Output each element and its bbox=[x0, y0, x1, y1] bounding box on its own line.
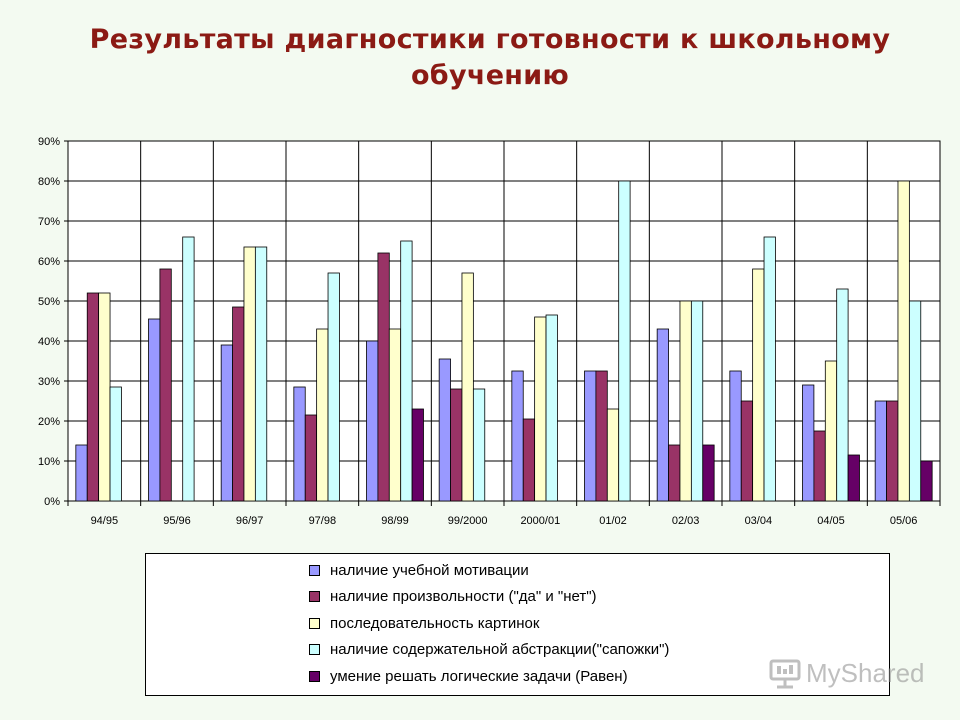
bar bbox=[304, 414, 318, 502]
legend-item: умение решать логические задачи (Равен) bbox=[309, 666, 628, 686]
bar bbox=[220, 344, 233, 502]
y-tick-label: 20% bbox=[38, 416, 60, 428]
legend-swatch bbox=[309, 617, 320, 629]
watermark: MyShared bbox=[768, 655, 925, 691]
legend-swatch bbox=[309, 591, 320, 602]
bar bbox=[886, 400, 899, 502]
legend-label: последовательность картинок bbox=[330, 614, 540, 632]
bar bbox=[254, 246, 268, 502]
bar bbox=[472, 388, 486, 502]
bar bbox=[148, 318, 161, 502]
legend-item: наличие содержательной абстракции("сапож… bbox=[309, 640, 669, 660]
x-tick-label: 94/95 bbox=[91, 515, 119, 527]
bar bbox=[802, 384, 815, 502]
bar bbox=[388, 328, 402, 502]
x-tick-label: 02/03 bbox=[672, 515, 700, 527]
bar bbox=[618, 180, 631, 502]
legend-swatch bbox=[309, 564, 320, 576]
watermark-text: MyShared bbox=[806, 657, 925, 688]
bar bbox=[595, 370, 608, 502]
bar bbox=[98, 292, 111, 502]
x-tick-label: 97/98 bbox=[309, 515, 337, 527]
bar bbox=[366, 340, 379, 502]
y-tick-label: 70% bbox=[38, 216, 60, 228]
bar bbox=[920, 460, 933, 502]
x-tick-label: 95/96 bbox=[163, 515, 191, 527]
y-tick-label: 10% bbox=[38, 456, 60, 468]
bar bbox=[86, 292, 100, 502]
bar bbox=[377, 252, 390, 502]
bar bbox=[400, 240, 413, 502]
bar bbox=[327, 272, 340, 502]
chart-title: Результаты диагностики готовности к школ… bbox=[89, 24, 891, 91]
bar bbox=[679, 300, 692, 502]
x-tick-label: 01/02 bbox=[599, 515, 627, 527]
bar bbox=[511, 370, 524, 502]
bar bbox=[702, 444, 715, 502]
bar bbox=[159, 268, 172, 502]
bar bbox=[232, 306, 245, 502]
bar bbox=[908, 300, 922, 502]
bar bbox=[752, 268, 765, 502]
presentation-icon bbox=[769, 659, 801, 689]
bar bbox=[522, 418, 536, 502]
bars bbox=[75, 180, 933, 502]
bar bbox=[847, 454, 860, 502]
x-tick-label: 04/05 bbox=[817, 515, 845, 527]
bar bbox=[438, 358, 451, 502]
y-tick-label: 50% bbox=[38, 296, 60, 308]
bar bbox=[182, 236, 195, 502]
bar bbox=[584, 370, 597, 502]
bar bbox=[534, 316, 547, 502]
bar bbox=[450, 388, 463, 502]
bar bbox=[656, 328, 669, 502]
y-tick-label: 90% bbox=[38, 136, 60, 148]
bar bbox=[874, 400, 887, 502]
legend-swatch bbox=[309, 644, 320, 655]
legend-label: наличие содержательной абстракции("сапож… bbox=[330, 641, 670, 658]
x-tick-label: 98/99 bbox=[381, 515, 409, 527]
bar bbox=[243, 246, 256, 502]
x-tick-label: 96/97 bbox=[236, 515, 264, 527]
bar bbox=[316, 328, 329, 502]
bar bbox=[897, 180, 910, 502]
bar bbox=[411, 408, 424, 502]
bar bbox=[740, 400, 754, 502]
bar bbox=[729, 370, 742, 502]
bar bbox=[545, 314, 558, 502]
x-axis: 94/95 95/96 96/97 97/98 98/99 99/2000 2000/01 0… bbox=[67, 501, 941, 527]
y-tick-label: 40% bbox=[38, 336, 60, 348]
x-tick-label: 2000/01 bbox=[520, 515, 560, 527]
legend-swatch bbox=[309, 670, 320, 682]
legend: наличие учебной мотивации наличие произво… bbox=[145, 553, 890, 696]
legend-label: наличие произвольности ("да" и "нет") bbox=[330, 588, 597, 605]
y-tick-label: 80% bbox=[38, 176, 60, 188]
bar bbox=[109, 386, 122, 502]
legend-item: наличие произвольности ("да" и "нет") bbox=[309, 587, 597, 607]
bar bbox=[824, 360, 838, 502]
bar bbox=[75, 444, 88, 502]
bar bbox=[606, 408, 620, 502]
bar bbox=[668, 444, 681, 502]
x-tick-label: 03/04 bbox=[745, 515, 773, 527]
bar bbox=[461, 272, 474, 502]
x-tick-label: 05/06 bbox=[890, 515, 918, 527]
legend-label: наличие учебной мотивации bbox=[330, 561, 529, 579]
bar bbox=[293, 386, 306, 502]
legend-item: последовательность картинок bbox=[309, 613, 539, 633]
y-tick-label: 60% bbox=[38, 256, 60, 268]
y-axis: 0% 10% 20% 30% 40% 50% 60% 70% 80% 90% bbox=[38, 136, 68, 508]
legend-item: наличие учебной мотивации bbox=[309, 560, 529, 580]
y-tick-label: 30% bbox=[38, 376, 60, 388]
bar bbox=[836, 288, 849, 502]
bar bbox=[763, 236, 776, 502]
bar bbox=[813, 430, 826, 502]
x-tick-label: 99/2000 bbox=[448, 515, 488, 527]
bar bbox=[690, 300, 704, 502]
legend-label: умение решать логические задачи (Равен) bbox=[330, 667, 628, 685]
y-tick-label: 0% bbox=[44, 496, 60, 508]
